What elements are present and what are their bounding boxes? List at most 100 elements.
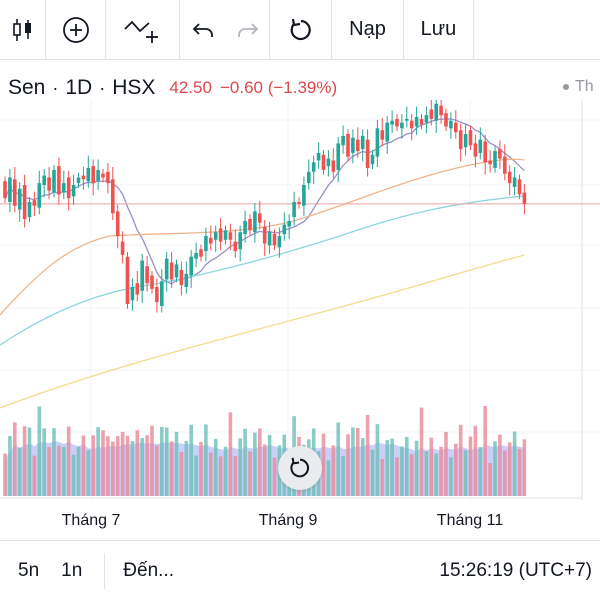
volume-bar-up [512,431,517,496]
candle-down [444,113,448,127]
reset-chart-button[interactable] [270,0,332,60]
candle-down [409,120,414,129]
divider [104,552,106,589]
indicators-button[interactable] [106,0,180,60]
candle-down [365,139,370,168]
volume-bar-up [360,437,365,496]
volume-bar-up [375,424,380,496]
candle-down [218,228,223,242]
candle-down [468,130,473,146]
indicator-legend[interactable]: Th [563,78,594,96]
volume-bar-down [395,457,399,496]
candle-up [37,183,42,208]
volume-bar-up [351,427,355,496]
volume-bar-down [179,451,184,496]
symbol-name[interactable]: Sen [8,76,46,99]
redo-icon [237,22,258,37]
range-5y-button[interactable]: 5n [18,559,40,581]
candle-up [424,115,429,123]
volume-bar-up [189,424,193,496]
indicator-legend-label: Th [575,78,594,95]
candle-up [71,185,76,197]
volume-bar-up [370,449,375,496]
volume-bar-up [326,460,331,496]
candle-down [262,226,267,244]
volume-bar-down [483,406,487,496]
clock-timezone[interactable]: 15:26:19 (UTC+7) [439,559,592,581]
volume-bar-up [130,441,135,496]
volume-bar-up [424,451,429,496]
volume-bar-down [458,424,463,496]
candle-up [463,134,468,148]
candle-down [101,173,105,178]
volume-bar-down [454,443,458,496]
candle-down [439,105,443,116]
volume-bar-down [115,436,120,496]
volume-bar-down [444,431,448,496]
volume-bar-up [184,441,189,496]
candle-down [125,256,130,304]
volume-bar-up [434,453,438,496]
ma-long-line [0,195,525,346]
load-layout-button[interactable]: Nạp [332,0,404,60]
volume-bar-down [145,435,149,496]
candle-up [351,137,355,153]
chart-type-button[interactable] [0,0,46,60]
volume-bar-up [62,446,66,496]
volume-bar-down [209,452,213,496]
volume-bar-up [253,432,257,496]
volume-bar-up [414,440,419,496]
reset-icon [290,18,311,40]
candle-up [405,118,409,121]
candle-up [512,177,517,187]
candle-up [8,177,12,202]
volume-bar-down [66,426,71,496]
volume-bar-down [429,437,434,496]
volume-bar-up [96,427,100,496]
volume-bar-down [228,412,233,496]
undo-button[interactable] [180,0,226,60]
candle-down [248,219,252,231]
save-layout-button[interactable]: Lưu [404,0,474,60]
candle-up [434,103,438,121]
volume-bar-down [356,428,360,496]
volume-bar-down [120,431,125,496]
candle-down [13,179,17,206]
volume-bar-down [150,425,154,496]
candle-up [96,169,100,182]
volume-bar-up [493,441,497,496]
load-layout-label: Nạp [349,18,386,40]
candle-down [3,181,7,199]
candle-up [223,230,228,240]
reset-icon [290,457,310,478]
volume-bar-down [498,434,502,496]
volume-bar-up [52,428,56,496]
goto-date-button[interactable]: Đến... [123,559,174,581]
volume-bar-up [42,428,46,496]
volume-bar-up [17,447,22,496]
candle-down [454,122,458,133]
compare-symbol-button[interactable] [46,0,106,60]
chart-reset-button[interactable] [278,446,322,490]
volume-bar-up [76,446,81,496]
volume-bar-up [385,440,389,496]
volume-bar-up [390,438,394,496]
candle-down [145,266,149,284]
candle-up [311,162,316,172]
volume-bar-down [91,435,95,496]
range-1y-button[interactable]: 1n [61,559,83,581]
candle-down [81,175,86,180]
volume-bar-up [194,455,198,496]
volume-bar-down [233,455,238,496]
candle-down [120,241,125,255]
volume-bar-down [488,463,492,496]
candle-down [503,156,507,174]
candle-up [189,256,193,276]
candle-up [27,202,32,218]
volume-bar-down [135,430,140,496]
volume-bar-up [405,436,409,496]
volume-bar-down [22,426,27,496]
redo-button[interactable] [226,0,270,60]
candle-up [370,154,375,165]
symbol-interval[interactable]: 1D [65,76,93,99]
